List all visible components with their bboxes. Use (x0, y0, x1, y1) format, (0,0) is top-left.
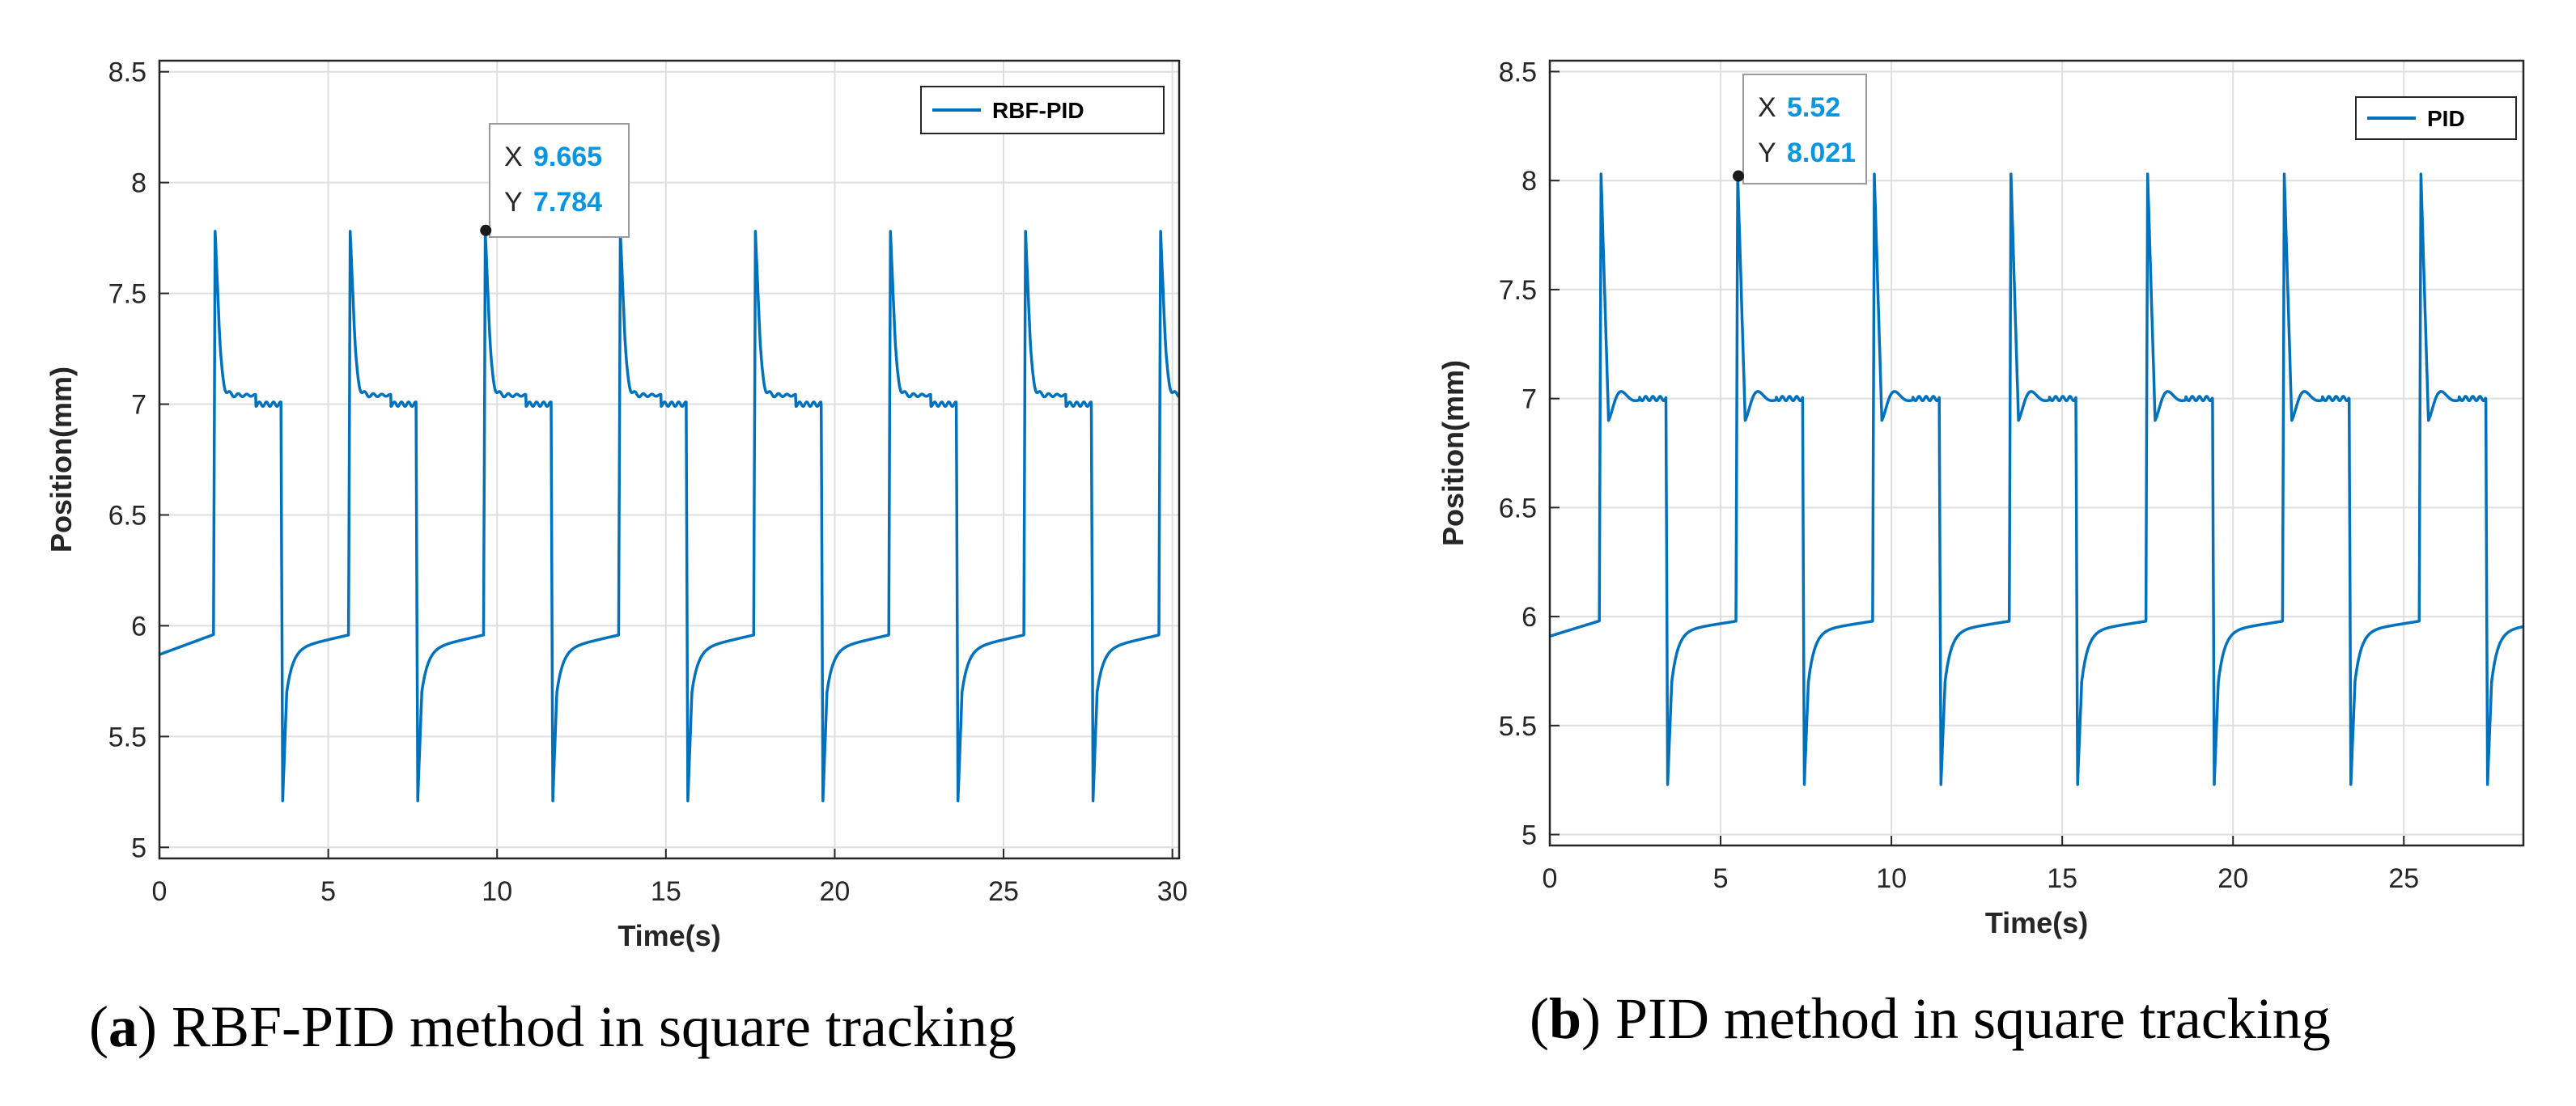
panel-b-datatip-y-value: 8.021 (1787, 138, 1856, 168)
panel-a-datatip-y-value: 7.784 (533, 187, 602, 218)
panel-b-ytick-label-0: 5 (1521, 820, 1537, 851)
panel-a-ytick-label-0: 5 (131, 833, 146, 863)
panel-b-plot-area (1550, 61, 2523, 845)
caption-a-letter: a (108, 994, 138, 1059)
panel-a-ytick-label-3: 6.5 (108, 500, 146, 531)
panel-a-ytick-label-6: 8 (131, 168, 146, 199)
panel-b-xlabel: Time(s) (1985, 906, 2088, 939)
panel-b-xtick-label-4: 20 (2217, 863, 2248, 894)
caption-a: (a) RBF-PID method in square tracking (89, 994, 1016, 1059)
panel-b-axes-box (1548, 59, 2525, 847)
panel-b-datatip[interactable]: X 5.52 Y 8.021 (1733, 74, 1867, 184)
panel-a-axes-box (158, 59, 1181, 860)
panel-a-ytick-label-2: 6 (131, 611, 146, 642)
panel-a-datatip-y-key: Y (504, 187, 523, 218)
panel-a-legend: RBF-PID (920, 86, 1165, 134)
panel-a-ytick-label-7: 8.5 (108, 57, 146, 88)
panel-b-ytick-label-7: 8.5 (1499, 57, 1537, 87)
panel-a-legend-label: RBF-PID (992, 98, 1084, 123)
panel-b-ytick-label-4: 7 (1521, 384, 1537, 415)
panel-a-plot-area (159, 61, 1179, 858)
panel-a-xtick-label-0: 0 (152, 876, 168, 907)
panel-a-datatip-x-key: X (504, 142, 523, 172)
panel-b-ytick-label-2: 6 (1521, 602, 1537, 633)
panel-b-legend-label: PID (2427, 106, 2465, 131)
panel-b-xtick-label-1: 5 (1713, 863, 1729, 894)
panel-a-series-line (158, 230, 1181, 803)
panel-a-xtick-label-2: 10 (482, 876, 512, 907)
panel-a-ytick-label-1: 5.5 (108, 722, 146, 752)
panel-a-datatip-x-value: 9.665 (533, 142, 602, 172)
panel-b-xtick-label-3: 15 (2047, 863, 2077, 894)
panel-b-datatip-marker (1733, 170, 1745, 182)
panel-a-datatip[interactable]: X 9.665 Y 7.784 (480, 123, 630, 238)
panel-a-xlabel: Time(s) (617, 919, 720, 952)
caption-b-text: PID method in square tracking (1615, 986, 2331, 1051)
caption-b-letter: b (1548, 986, 1582, 1051)
caption-b: (b) PID method in square tracking (1530, 986, 2331, 1051)
panel-a-xtick-label-4: 20 (820, 876, 851, 907)
panel-b-ytick-label-1: 5.5 (1499, 711, 1537, 742)
panel-a-ytick-label-5: 7.5 (108, 279, 146, 310)
panel-b-legend: PID (2355, 96, 2517, 140)
panel-b: 0 5 10 15 20 2555.566.577.588.5Time(s)Positio… (1437, 57, 2525, 939)
panel-a-datatip-box (489, 123, 630, 238)
caption-a-text: RBF-PID method in square tracking (171, 994, 1016, 1059)
panel-a-ytick-label-4: 7 (131, 390, 146, 421)
panel-a-xtick-label-6: 30 (1157, 876, 1188, 907)
panel-a-datatip-marker (480, 224, 492, 236)
panel-a-ylabel: Position(mm) (45, 367, 78, 553)
panel-b-ytick-label-5: 7.5 (1499, 275, 1537, 306)
panel-a-xtick-label-3: 15 (651, 876, 681, 907)
panel-a-xtick-label-5: 25 (988, 876, 1019, 907)
panel-b-series-line (1548, 172, 2525, 786)
panel-b-ytick-label-6: 8 (1521, 166, 1537, 197)
panel-b-datatip-x-key: X (1758, 92, 1776, 123)
panel-b-datatip-x-value: 5.52 (1787, 92, 1840, 123)
panel-b-datatip-y-key: Y (1758, 138, 1776, 168)
panel-b-ylabel: Position(mm) (1437, 360, 1470, 546)
panel-b-xtick-label-5: 25 (2388, 863, 2419, 894)
panel-b-xtick-label-2: 10 (1876, 863, 1907, 894)
panel-b-ytick-label-3: 6.5 (1499, 493, 1537, 523)
panel-b-xtick-label-0: 0 (1543, 863, 1558, 894)
panel-a-xtick-label-1: 5 (320, 876, 336, 907)
panel-a: 0 5 10 15 20 25 3055.566.577.588.5Time(s)Posit… (45, 57, 1188, 952)
panel-b-datatip-box (1742, 74, 1867, 184)
